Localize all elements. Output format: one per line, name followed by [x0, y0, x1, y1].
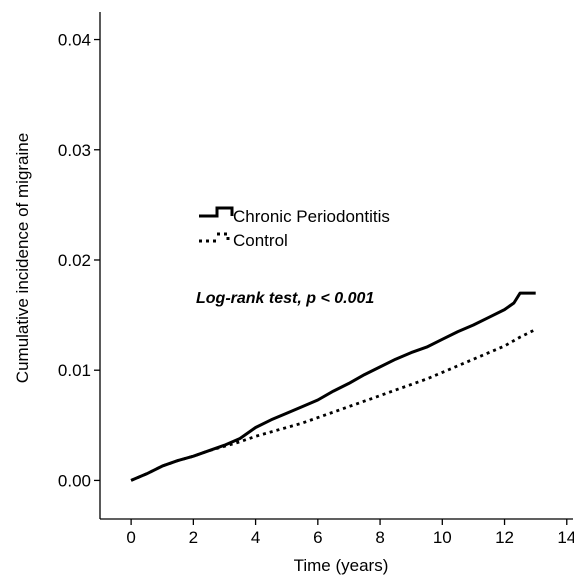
x-axis-title: Time (years) [294, 556, 389, 575]
y-tick-label: 0.00 [58, 471, 91, 490]
series-layer [130, 291, 537, 482]
log-rank-annotation: Log-rank test, p < 0.001 [196, 290, 374, 307]
x-tick-label: 10 [433, 528, 452, 547]
legend-swatch-chronic-periodontitis [199, 206, 234, 218]
x-tick-label: 6 [313, 528, 322, 547]
legend: Chronic Periodontitis Control [199, 206, 390, 250]
x-tick-label: 8 [375, 528, 384, 547]
legend-swatch-control [199, 232, 230, 243]
y-axis: 0.00 0.01 0.02 0.03 0.04 [58, 31, 100, 490]
y-tick-label: 0.02 [58, 251, 91, 270]
legend-label-control: Control [233, 231, 288, 250]
x-tick-label: 14 [557, 528, 574, 547]
series-chronic-periodontitis-line [130, 291, 536, 482]
y-tick-label: 0.04 [58, 31, 91, 50]
x-tick-label: 4 [251, 528, 260, 547]
y-axis-title: Cumulative incidence of migraine [13, 133, 32, 383]
x-tick-label: 12 [495, 528, 514, 547]
legend-label-chronic-periodontitis: Chronic Periodontitis [233, 207, 390, 226]
x-tick-label: 0 [126, 528, 135, 547]
x-axis: 0 2 4 6 8 10 12 14 [126, 519, 574, 547]
plot-frame [99, 12, 573, 520]
series-control-line [130, 328, 537, 482]
y-tick-label: 0.01 [58, 361, 91, 380]
x-tick-label: 2 [189, 528, 198, 547]
y-tick-label: 0.03 [58, 141, 91, 160]
